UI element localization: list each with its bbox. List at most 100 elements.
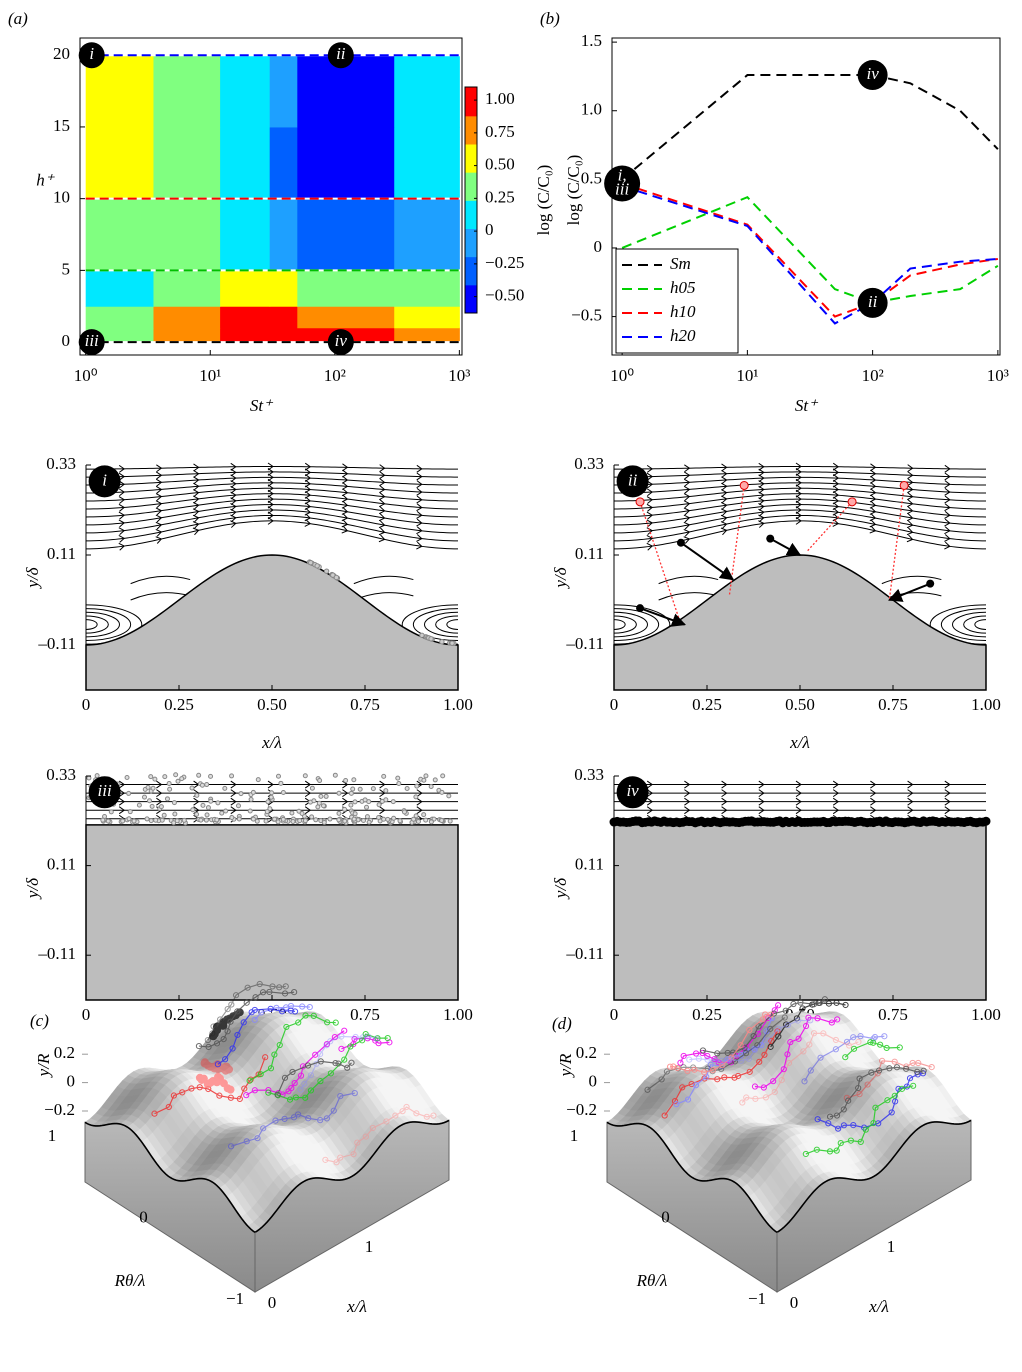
particle: [176, 779, 180, 783]
contour-cell: [394, 306, 460, 328]
particle: [352, 778, 356, 782]
particle: [142, 795, 146, 799]
contour-cell: [394, 328, 460, 343]
colorbar-tick-label: 1.00: [485, 89, 515, 108]
x-tick-label: 0.50: [785, 695, 815, 714]
contour-cell: [297, 306, 394, 328]
particle: [200, 783, 204, 787]
particle: [333, 773, 337, 777]
x-tick-label: 0: [790, 1293, 799, 1312]
particle: [315, 564, 319, 568]
x-tick-label: 1.00: [971, 695, 1001, 714]
particle: [300, 811, 304, 815]
velocity-arrow: [770, 539, 800, 555]
streamline: [354, 576, 414, 583]
contour-cell: [153, 127, 220, 199]
particle: [343, 807, 347, 811]
colorbar-tick-label: −0.50: [485, 286, 524, 305]
particle: [226, 1066, 233, 1073]
particle: [281, 817, 285, 821]
x-tick-label: 0: [610, 695, 619, 714]
colorbar-tick-label: −0.25: [485, 253, 524, 272]
colorbar-segment: [465, 116, 477, 145]
particle: [279, 781, 283, 785]
colorbar-segment: [465, 228, 477, 257]
particle: [230, 816, 234, 820]
annotation-label: ii: [868, 292, 878, 311]
annotation-label: iii: [85, 331, 99, 350]
y-axis-label: y/δ: [23, 877, 42, 900]
z-axis-label: y/R: [556, 1053, 575, 1078]
y-tick-label: 0: [62, 331, 71, 350]
x-tick-label: 0: [82, 695, 91, 714]
vortex-streamline: [436, 616, 481, 633]
y-tick-label: 1.5: [581, 31, 602, 50]
particle: [265, 810, 269, 814]
wall: [86, 825, 458, 1000]
x-tick-label: 1: [365, 1237, 374, 1256]
velocity-arrow: [681, 543, 733, 580]
badge-label: ii: [628, 470, 638, 489]
streamline: [131, 576, 191, 583]
particle: [440, 819, 444, 823]
particle: [205, 813, 209, 817]
particle: [209, 799, 213, 803]
streamlines: [614, 781, 986, 822]
particle: [337, 818, 341, 822]
x-tick-label: 10⁰: [610, 366, 634, 385]
z-axis-label: y/R: [34, 1053, 53, 1078]
annotation-label: iv: [335, 331, 348, 350]
particle: [87, 776, 91, 780]
x-axis-label: x/λ: [868, 1297, 889, 1316]
particle: [331, 573, 335, 577]
particle: [377, 803, 381, 807]
annotation-label: i: [89, 44, 94, 63]
particle: [127, 791, 131, 795]
streamline: [614, 494, 986, 509]
particle: [127, 817, 131, 821]
y-tick-label: −0.5: [571, 305, 602, 324]
particle: [163, 775, 167, 779]
particle: [416, 819, 420, 823]
particle: [190, 786, 194, 790]
y-tick-label: –0.11: [37, 944, 76, 963]
particle: [382, 817, 386, 821]
particle: [312, 799, 316, 803]
contour-cell: [270, 270, 298, 306]
x-tick-label: 10³: [448, 366, 470, 385]
particle: [405, 787, 409, 791]
particle: [291, 820, 295, 824]
panel-label: (d): [552, 1014, 572, 1033]
panel-label: (c): [30, 1011, 49, 1030]
particle: [173, 812, 177, 816]
colorbar-segment: [465, 200, 477, 229]
contour-cell: [220, 127, 270, 199]
contour-cell: [297, 270, 394, 306]
particle: [848, 498, 856, 506]
x-tick-label: 0: [82, 1005, 91, 1024]
particle: [303, 819, 307, 823]
particle: [237, 817, 241, 821]
particle: [125, 775, 129, 779]
particle: [636, 498, 644, 506]
particle: [429, 820, 433, 824]
particle: [182, 818, 186, 822]
x-tick-label: 1: [887, 1237, 896, 1256]
particle: [422, 778, 426, 782]
vortex-streamline: [964, 616, 1009, 633]
z-tick-label: 0.2: [54, 1043, 75, 1062]
particle: [349, 803, 353, 807]
particle: [236, 804, 240, 808]
particle: [201, 803, 205, 807]
streamline: [86, 494, 458, 509]
particle: [310, 815, 314, 819]
particle: [353, 812, 357, 816]
particle: [358, 787, 362, 791]
contour-cell: [394, 55, 460, 127]
streamline: [614, 521, 986, 549]
badge-label: iv: [626, 781, 639, 800]
x-tick-label: 1.00: [443, 1005, 473, 1024]
colorbar-tick-label: 0.25: [485, 187, 515, 206]
contour-cell: [297, 127, 394, 199]
